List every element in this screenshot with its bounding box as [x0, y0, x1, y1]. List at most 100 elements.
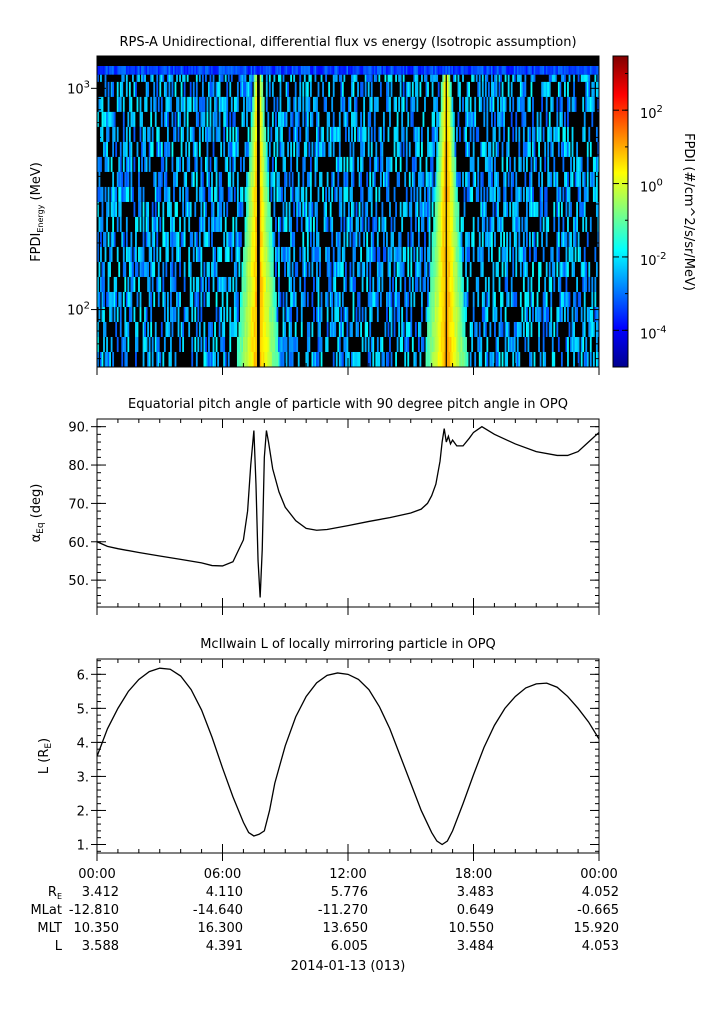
spectrogram-cell: [532, 261, 534, 277]
spectrogram-cell: [525, 141, 528, 157]
spectrogram-cell: [472, 66, 475, 75]
spectrogram-cell: [100, 126, 102, 142]
spectrogram-cell: [417, 261, 420, 277]
spectrogram-cell: [203, 186, 206, 202]
spectrogram-cell: [454, 306, 457, 322]
ephemeris-row-label: MLat: [30, 903, 62, 918]
spectrogram-cell: [313, 216, 315, 232]
spectrogram-cell: [206, 171, 209, 187]
spectrogram-cell: [457, 261, 460, 277]
spectrogram-cell: [512, 261, 515, 277]
spectrogram-cell: [133, 201, 136, 217]
spectrogram-cell: [489, 321, 492, 337]
spectrogram-cell: [343, 306, 346, 322]
spectrogram-cell: [241, 74, 244, 82]
spectrogram-cell: [468, 186, 470, 202]
spectrogram-cell: [460, 291, 463, 307]
spectrogram-cell: [320, 306, 323, 322]
spectrogram-cell: [159, 66, 162, 75]
spectrogram-cell: [373, 96, 376, 112]
time-tick-label: 00:00: [78, 867, 115, 882]
spectrogram-cell: [465, 246, 467, 262]
spectrogram-cell: [451, 306, 454, 322]
spectrogram-cell: [223, 201, 226, 217]
spectrogram-cell: [182, 186, 185, 202]
spectrogram-cell: [547, 306, 550, 322]
spectrogram-cell: [223, 66, 226, 75]
spectrogram-cell: [355, 306, 358, 322]
spectrogram-cell: [588, 321, 591, 337]
spectrogram-cell: [288, 306, 291, 322]
spectrogram-cell: [311, 201, 314, 217]
spectrogram-cell: [413, 246, 416, 262]
spectrogram-cell: [265, 81, 268, 97]
spectrogram-cell: [306, 291, 309, 307]
spectrogram-cell: [355, 201, 358, 217]
spectrogram-cell: [544, 156, 547, 172]
spectrogram-cell: [112, 291, 115, 307]
spectrogram-cell: [456, 66, 458, 75]
spectrogram-cell: [247, 246, 250, 262]
spectrogram-cell: [387, 261, 390, 277]
spectrogram-cell: [405, 186, 408, 202]
spectrogram-cell: [250, 186, 253, 202]
spectrogram-cell: [282, 74, 285, 82]
spectrogram-cell: [313, 231, 315, 247]
spectrogram-cell: [136, 96, 139, 112]
spectrogram-cell: [481, 216, 484, 232]
spectrogram-cell: [290, 156, 293, 172]
spectrogram-cell: [417, 171, 420, 187]
spectrogram-cell: [442, 96, 445, 112]
spectrogram-cell: [316, 66, 318, 75]
spectrogram-cell: [413, 66, 416, 75]
spectrogram-cell: [425, 66, 428, 75]
spectrogram-cell: [170, 216, 172, 232]
spectrogram-cell: [355, 66, 358, 75]
spectrogram-cell: [238, 201, 241, 217]
spectrogram-cell: [352, 171, 355, 187]
spectrogram-cell: [354, 96, 356, 112]
spectrogram-cell: [314, 74, 317, 82]
spectrogram-cell: [421, 66, 423, 75]
spectrogram-cell: [382, 171, 385, 187]
spectrogram-cell: [270, 171, 273, 187]
spectrogram-cell: [597, 321, 600, 337]
spectrogram-cell: [337, 231, 340, 247]
spectrogram-cell: [515, 201, 518, 217]
spectrogram-cell: [557, 81, 560, 97]
spectrogram-cell: [500, 321, 502, 337]
spectrogram-cell: [106, 141, 108, 157]
spectrogram-cell: [221, 291, 224, 307]
spectrogram-cell: [131, 276, 134, 292]
spectrogram-cell: [177, 126, 180, 142]
spectrogram-cell: [325, 74, 327, 82]
spectrogram-cell: [417, 66, 420, 75]
spectrogram-cell: [361, 66, 364, 75]
spectrogram-cell: [300, 306, 303, 322]
spectrogram-cell: [401, 336, 404, 352]
spectrogram-cell: [487, 276, 490, 292]
spectrogram-cell: [311, 321, 314, 337]
spectrogram-cell: [366, 66, 369, 75]
spectrogram-cell: [440, 351, 443, 367]
spectrogram-cell: [218, 306, 221, 322]
spectrogram-cell: [539, 111, 542, 127]
spectrogram-cell: [267, 66, 270, 75]
spectrogram-cell: [419, 201, 422, 217]
spectrogram-cell: [373, 111, 376, 127]
spectrogram-cell: [434, 201, 437, 217]
spectrogram-cell: [235, 306, 238, 322]
spectrogram-cell: [261, 141, 264, 157]
spectrogram-cell: [255, 231, 258, 247]
spectrogram-cell: [128, 261, 131, 277]
spectrogram-cell: [282, 321, 285, 337]
spectrogram-cell: [518, 321, 521, 337]
spectrogram-cell: [232, 66, 235, 75]
spectrogram-cell: [522, 96, 525, 112]
spectrogram-cell: [279, 141, 282, 157]
spectrogram-cell: [252, 351, 254, 367]
spectrogram-cell: [278, 276, 280, 292]
spectrogram-cell: [302, 66, 305, 75]
spectrogram-cell: [454, 321, 457, 337]
spectrogram-cell: [141, 74, 143, 82]
